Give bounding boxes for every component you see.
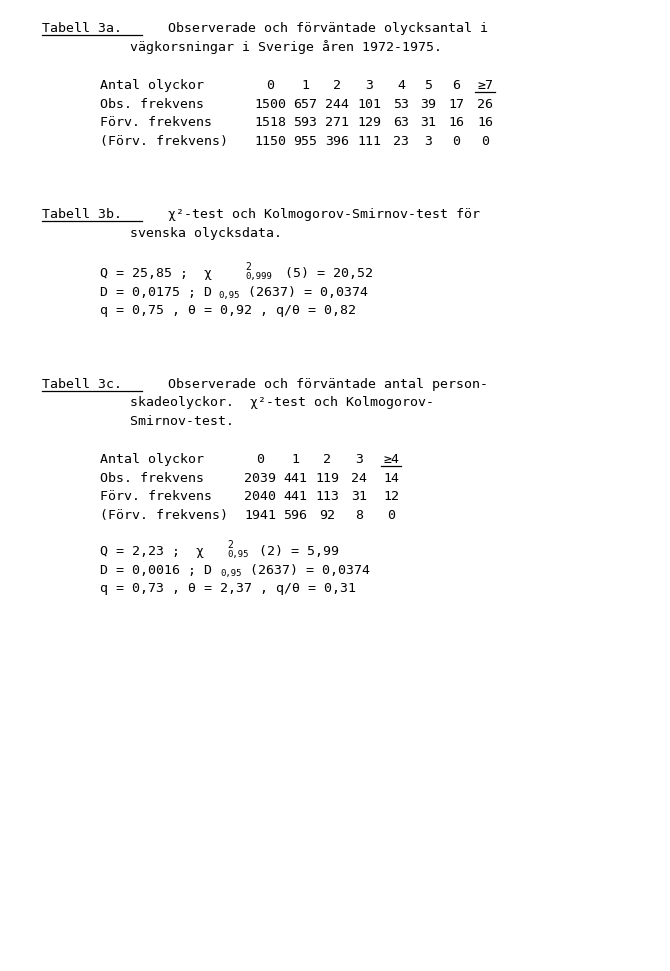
Text: 1: 1 (291, 453, 299, 466)
Text: Q = 2,23 ;  χ: Q = 2,23 ; χ (100, 545, 204, 558)
Text: Smirnov-test.: Smirnov-test. (42, 415, 234, 427)
Text: q = 0,73 , θ = 2,37 , q/θ = 0,31: q = 0,73 , θ = 2,37 , q/θ = 0,31 (100, 582, 356, 595)
Text: 0: 0 (481, 135, 489, 148)
Text: 2: 2 (333, 79, 341, 92)
Text: Obs. frekvens: Obs. frekvens (100, 472, 204, 485)
Text: 23: 23 (393, 135, 409, 148)
Text: 39: 39 (420, 97, 436, 111)
Text: 119: 119 (315, 472, 339, 485)
Text: Tabell 3a.: Tabell 3a. (42, 22, 122, 35)
Text: 53: 53 (393, 97, 409, 111)
Text: svenska olycksdata.: svenska olycksdata. (42, 226, 282, 240)
Text: D = 0,0175 ; D: D = 0,0175 ; D (100, 285, 212, 298)
Text: (2637) = 0,0374: (2637) = 0,0374 (250, 563, 370, 577)
Text: 16: 16 (448, 116, 464, 129)
Text: 1150: 1150 (254, 135, 286, 148)
Text: (Förv. frekvens): (Förv. frekvens) (100, 135, 228, 148)
Text: 111: 111 (357, 135, 381, 148)
Text: q = 0,75 , θ = 0,92 , q/θ = 0,82: q = 0,75 , θ = 0,92 , q/θ = 0,82 (100, 304, 356, 317)
Text: 0: 0 (452, 135, 460, 148)
Text: 1: 1 (301, 79, 309, 92)
Text: 6: 6 (452, 79, 460, 92)
Text: 113: 113 (315, 490, 339, 503)
Text: 441: 441 (283, 490, 307, 503)
Text: 24: 24 (351, 472, 367, 485)
Text: 129: 129 (357, 116, 381, 129)
Text: (2) = 5,99: (2) = 5,99 (259, 545, 339, 558)
Text: Förv. frekvens: Förv. frekvens (100, 116, 212, 129)
Text: 2: 2 (323, 453, 331, 466)
Text: (2637) = 0,0374: (2637) = 0,0374 (248, 285, 368, 298)
Text: 92: 92 (319, 509, 335, 521)
Text: 14: 14 (383, 472, 399, 485)
Text: ≥4: ≥4 (383, 453, 399, 466)
Text: Observerade och förväntade olycksantal i: Observerade och förväntade olycksantal i (152, 22, 488, 35)
Text: vägkorsningar i Sverige åren 1972-1975.: vägkorsningar i Sverige åren 1972-1975. (42, 41, 442, 54)
Text: 0,95: 0,95 (220, 568, 241, 578)
Text: Tabell 3b.: Tabell 3b. (42, 208, 122, 221)
Text: (Förv. frekvens): (Förv. frekvens) (100, 509, 228, 521)
Text: 12: 12 (383, 490, 399, 503)
Text: 955: 955 (293, 135, 317, 148)
Text: Antal olyckor: Antal olyckor (100, 453, 204, 466)
Text: 271: 271 (325, 116, 349, 129)
Text: 8: 8 (355, 509, 363, 521)
Text: 593: 593 (293, 116, 317, 129)
Text: 26: 26 (477, 97, 493, 111)
Text: 0,95: 0,95 (227, 550, 249, 559)
Text: 16: 16 (477, 116, 493, 129)
Text: 31: 31 (420, 116, 436, 129)
Text: 31: 31 (351, 490, 367, 503)
Text: 596: 596 (283, 509, 307, 521)
Text: 2: 2 (227, 540, 233, 550)
Text: 2: 2 (245, 262, 251, 272)
Text: χ²-test och Kolmogorov-Smirnov-test för: χ²-test och Kolmogorov-Smirnov-test för (152, 208, 480, 221)
Text: 0: 0 (387, 509, 395, 521)
Text: 0,999: 0,999 (245, 272, 272, 281)
Text: 0: 0 (256, 453, 264, 466)
Text: 1941: 1941 (244, 509, 276, 521)
Text: 657: 657 (293, 97, 317, 111)
Text: 244: 244 (325, 97, 349, 111)
Text: 441: 441 (283, 472, 307, 485)
Text: ≥7: ≥7 (477, 79, 493, 92)
Text: Q = 25,85 ;  χ: Q = 25,85 ; χ (100, 267, 212, 280)
Text: 2040: 2040 (244, 490, 276, 503)
Text: Tabell 3c.: Tabell 3c. (42, 378, 122, 390)
Text: 1500: 1500 (254, 97, 286, 111)
Text: 101: 101 (357, 97, 381, 111)
Text: 1518: 1518 (254, 116, 286, 129)
Text: 0: 0 (266, 79, 274, 92)
Text: 396: 396 (325, 135, 349, 148)
Text: 3: 3 (355, 453, 363, 466)
Text: 3: 3 (424, 135, 432, 148)
Text: 4: 4 (397, 79, 405, 92)
Text: 5: 5 (424, 79, 432, 92)
Text: (5) = 20,52: (5) = 20,52 (285, 267, 373, 280)
Text: 17: 17 (448, 97, 464, 111)
Text: Förv. frekvens: Förv. frekvens (100, 490, 212, 503)
Text: Antal olyckor: Antal olyckor (100, 79, 204, 92)
Text: Observerade och förväntade antal person-: Observerade och förväntade antal person- (152, 378, 488, 390)
Text: 0,95: 0,95 (218, 290, 239, 299)
Text: 63: 63 (393, 116, 409, 129)
Text: 3: 3 (365, 79, 373, 92)
Text: skadeolyckor.  χ²-test och Kolmogorov-: skadeolyckor. χ²-test och Kolmogorov- (42, 396, 434, 409)
Text: 2039: 2039 (244, 472, 276, 485)
Text: Obs. frekvens: Obs. frekvens (100, 97, 204, 111)
Text: D = 0,0016 ; D: D = 0,0016 ; D (100, 563, 212, 577)
